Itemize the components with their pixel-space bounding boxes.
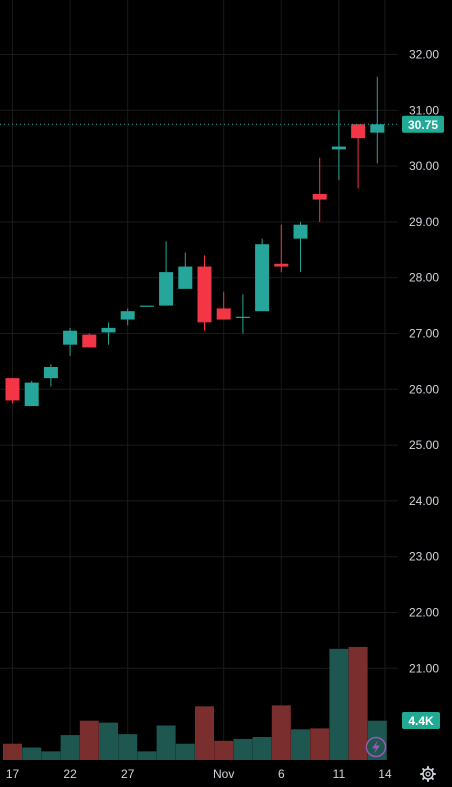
candle-body <box>216 308 231 320</box>
price-tick-label: 22.00 <box>409 606 439 620</box>
time-tick-label: Nov <box>213 767 234 781</box>
volume-bar <box>291 729 310 760</box>
volume-bar <box>3 743 22 760</box>
last-price-badge-bg <box>402 115 444 133</box>
price-tick-label: 28.00 <box>409 271 439 285</box>
price-tick-label: 29.00 <box>409 215 439 229</box>
price-tick-label: 31.00 <box>409 103 439 117</box>
candle-body <box>351 124 366 139</box>
price-tick-label: 25.00 <box>409 438 439 452</box>
price-tick-label: 24.00 <box>409 494 439 508</box>
time-tick-label: 14 <box>378 767 392 781</box>
candle-body <box>370 124 385 133</box>
price-tick-label: 30.00 <box>409 159 439 173</box>
candle-body <box>120 311 135 320</box>
volume-bar <box>137 751 157 760</box>
candle-body <box>101 327 116 333</box>
price-tick-label: 21.00 <box>409 661 439 675</box>
volume-bar <box>175 743 195 760</box>
grid-lines <box>0 0 398 760</box>
volume-bar <box>252 737 272 760</box>
time-tick-label: 17 <box>6 767 20 781</box>
price-tick-label: 23.00 <box>409 550 439 564</box>
volume-label: 4.4K <box>408 714 434 728</box>
volume-bar <box>214 740 234 760</box>
time-tick-label: 11 <box>333 767 346 781</box>
volume-bar <box>79 720 99 760</box>
volume-bars <box>3 646 387 760</box>
volume-bar <box>118 734 138 760</box>
volume-badge: 4.4K <box>402 712 440 729</box>
volume-bar <box>348 646 368 760</box>
price-axis[interactable]: 32.00 31.00 30.00 29.00 28.00 27.00 26.00 25.00… <box>409 48 439 676</box>
time-tick-label: 6 <box>278 767 285 781</box>
volume-bar <box>233 738 253 760</box>
candle-body <box>43 366 58 379</box>
candle-body <box>63 330 78 345</box>
volume-bar <box>22 747 42 760</box>
volume-bar <box>156 725 176 760</box>
last-price-label: 30.75 <box>408 118 438 132</box>
volume-bar <box>99 722 118 760</box>
candle-body <box>159 272 174 306</box>
candles <box>5 76 385 407</box>
candle-body <box>293 224 308 239</box>
volume-bar <box>41 751 61 760</box>
lightning-icon[interactable] <box>365 736 387 758</box>
price-tick-label: 32.00 <box>409 48 439 62</box>
time-tick-label: 22 <box>63 767 77 781</box>
price-tick-label: 27.00 <box>409 327 439 341</box>
candle-body <box>197 266 212 323</box>
volume-badge-bg <box>402 712 440 729</box>
volume-bar <box>329 648 349 760</box>
volume-bar <box>271 705 291 760</box>
price-tick-label: 26.00 <box>409 382 439 396</box>
candle-body <box>5 378 20 401</box>
last-price-badge: 30.75 <box>402 115 444 133</box>
candle-body <box>178 266 193 289</box>
volume-bar <box>367 720 387 760</box>
candle-body <box>139 305 154 307</box>
volume-bar <box>195 706 214 760</box>
gear-icon[interactable] <box>420 766 436 782</box>
time-axis[interactable]: 17 22 27 Nov 6 11 14 <box>6 767 392 781</box>
candle-body <box>255 244 270 312</box>
candle-body <box>331 146 346 150</box>
candle-body <box>235 316 250 318</box>
volume-bar <box>310 728 330 760</box>
volume-bar <box>60 735 80 760</box>
candle-body <box>274 263 289 267</box>
candle-body <box>312 194 327 200</box>
time-tick-label: 27 <box>121 767 135 781</box>
candle-body <box>24 382 39 407</box>
candle-body <box>82 334 97 348</box>
